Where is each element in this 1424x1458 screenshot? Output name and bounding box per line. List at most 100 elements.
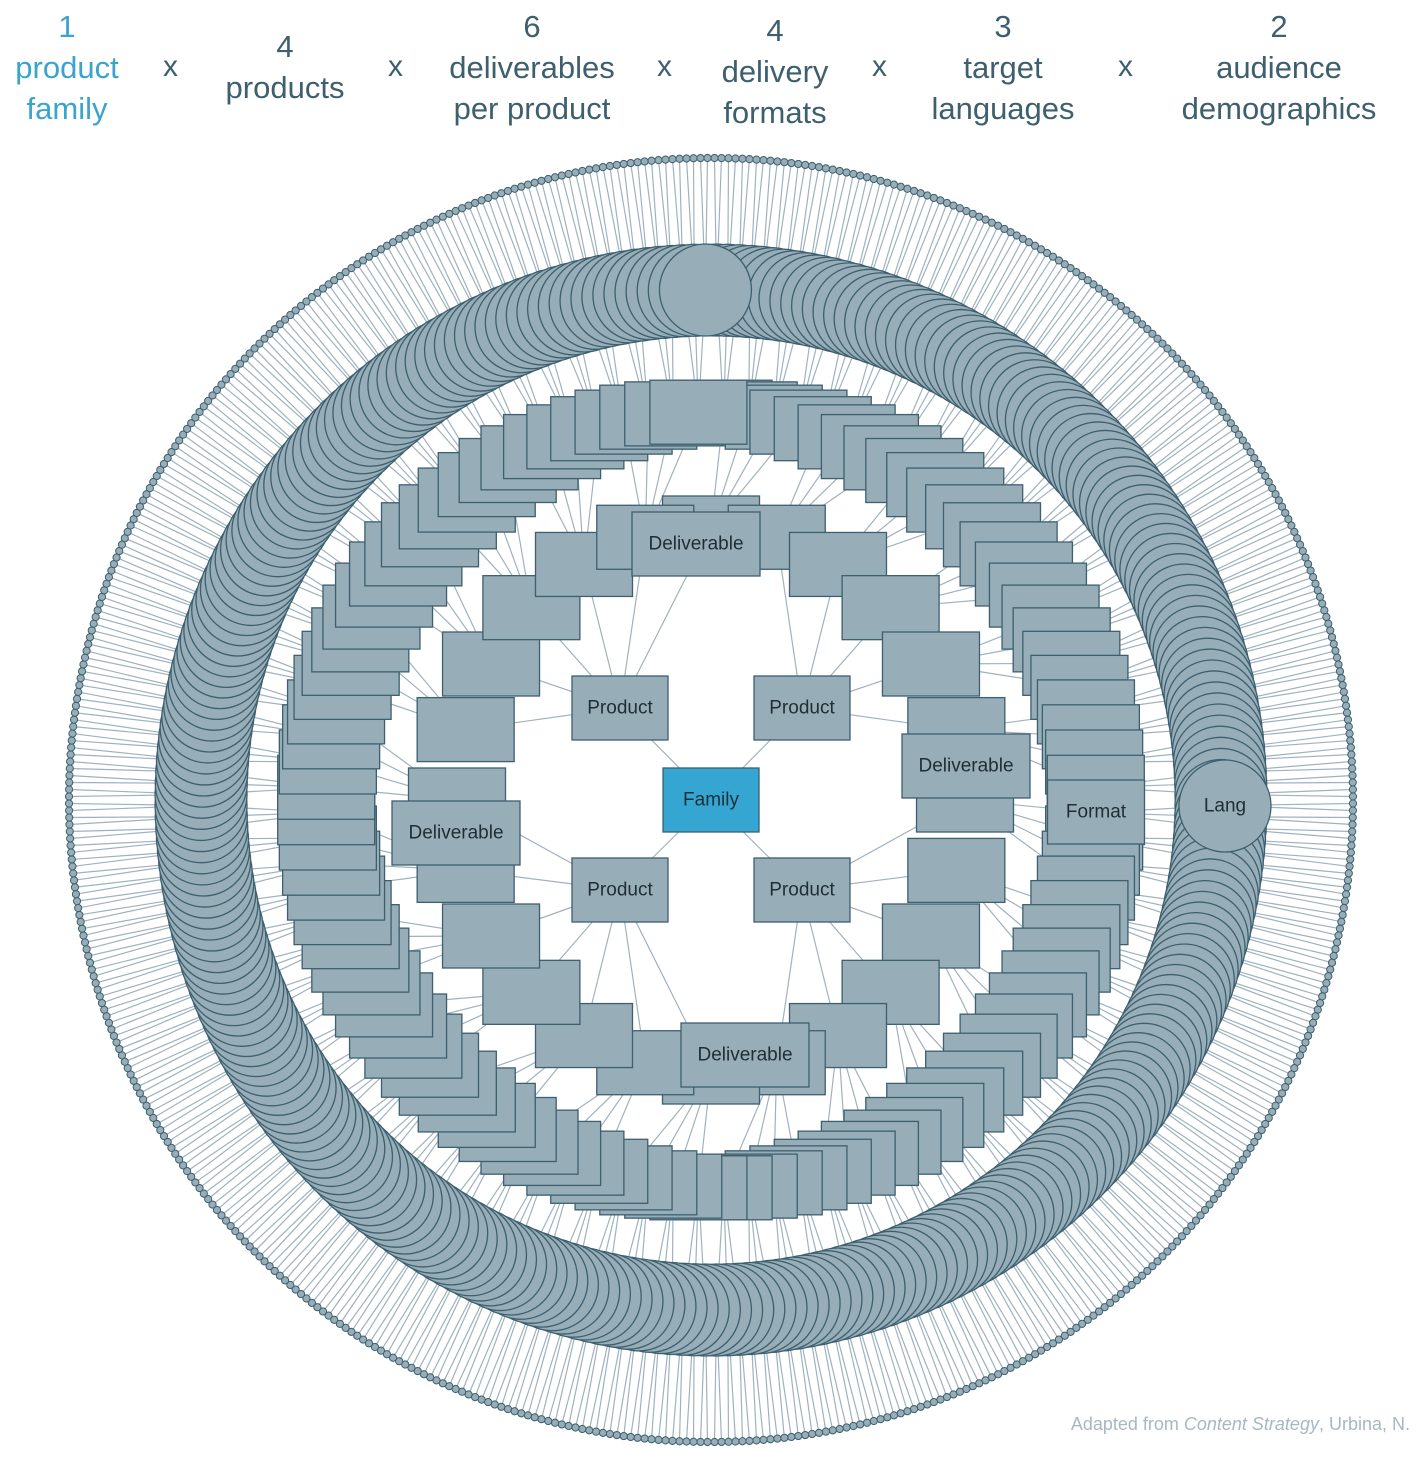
demographic-node	[70, 708, 80, 717]
demographic-node	[1347, 750, 1356, 759]
demographic-node	[199, 1189, 208, 1198]
demographic-node	[842, 168, 851, 177]
family-label: Family	[683, 790, 739, 811]
demographic-node	[1106, 293, 1115, 302]
deliverable-node	[482, 959, 581, 1025]
demographic-node	[179, 430, 188, 439]
demographic-node	[1094, 284, 1104, 293]
demographic-node	[654, 1435, 663, 1444]
demographic-node	[318, 1307, 328, 1316]
product-label: Product	[587, 698, 653, 719]
demographic-node	[341, 268, 350, 277]
factor-label-line: audience	[1216, 50, 1342, 85]
demographic-node	[1030, 1350, 1040, 1359]
demographic-node	[675, 1437, 684, 1446]
demographic-node	[1072, 1323, 1081, 1332]
factor-label-line: products	[225, 70, 345, 105]
demographic-node	[1182, 1227, 1191, 1236]
demographic-node	[1261, 471, 1270, 481]
demographic-node	[780, 1433, 789, 1442]
demographic-node	[250, 1247, 259, 1256]
demographic-node	[682, 1437, 691, 1446]
demographic-node	[1230, 1166, 1239, 1176]
demographic-node	[1012, 231, 1021, 240]
language-node	[658, 243, 753, 337]
demographic-node	[773, 157, 782, 166]
demographic-node	[1343, 876, 1353, 885]
demographic-node	[66, 750, 75, 759]
demographic-node	[1348, 792, 1358, 801]
demographic-node	[1345, 729, 1354, 738]
demographic-node	[787, 1432, 796, 1442]
demographic-node	[240, 1237, 249, 1246]
demographic-node	[896, 1409, 905, 1418]
demographic-node	[80, 653, 90, 662]
demographic-node	[67, 848, 76, 857]
demographic-node	[401, 231, 410, 240]
demographic-node	[1341, 890, 1351, 899]
deliverable-node-labeled	[631, 511, 761, 577]
demographic-node	[68, 729, 77, 738]
factor-label-line: family	[26, 91, 108, 126]
demographic-node	[212, 385, 222, 395]
family-node	[662, 767, 760, 833]
factor-label-line: per product	[453, 91, 611, 126]
demographic-node	[142, 1101, 151, 1110]
deliverable-node-labeled	[391, 800, 521, 866]
demographic-node	[1230, 424, 1239, 434]
source-credit: Adapted from Content Strategy, Urbina, N…	[1071, 1414, 1410, 1435]
demographic-node	[1116, 301, 1126, 311]
demographic-node	[291, 306, 300, 315]
demographic-node	[612, 1430, 621, 1440]
demographic-node	[302, 297, 311, 306]
demographic-node	[591, 1427, 601, 1436]
demographic-node	[1024, 1353, 1034, 1362]
demographic-node	[1327, 633, 1337, 642]
demographic-node	[135, 1089, 145, 1098]
demographic-node	[132, 508, 141, 518]
demographic-node	[66, 757, 75, 766]
demographic-node	[1042, 1342, 1052, 1352]
demographic-node	[407, 1363, 416, 1372]
demographic-node	[883, 178, 892, 187]
demographic-node	[347, 1327, 356, 1336]
demographic-node	[1246, 448, 1255, 457]
demographic-node	[1315, 998, 1325, 1008]
demographic-node	[1277, 1089, 1287, 1098]
demographic-node	[79, 931, 88, 940]
demographic-node	[313, 288, 322, 297]
demographic-node	[1347, 757, 1356, 766]
demographic-node	[359, 256, 368, 265]
demographic-node	[1329, 639, 1338, 649]
demographic-node	[388, 1353, 398, 1362]
demographic-node	[564, 169, 573, 179]
demographic-node	[654, 156, 663, 165]
format-node	[649, 379, 748, 445]
demographic-node	[313, 1303, 322, 1312]
demographic-node	[1238, 1155, 1247, 1164]
demographic-node	[1116, 1289, 1126, 1299]
demographic-node	[77, 924, 87, 933]
demographic-node	[1077, 272, 1087, 281]
demographic-node	[376, 245, 386, 254]
demographic-node	[1329, 951, 1338, 961]
demographic-node	[668, 155, 677, 164]
demographic-node	[724, 1437, 733, 1446]
demographic-node	[1036, 1346, 1046, 1355]
demographic-node	[598, 163, 608, 172]
demographic-node	[1326, 626, 1335, 635]
demographic-node	[84, 639, 93, 649]
demographic-node	[286, 310, 295, 320]
demographic-node	[696, 1437, 705, 1447]
demographic-node	[640, 1434, 649, 1443]
demographic-node	[1281, 1082, 1290, 1092]
demographic-node	[84, 951, 93, 961]
demographic-node	[250, 344, 259, 353]
demographic-node	[226, 369, 235, 379]
demographic-node	[626, 158, 635, 168]
demographic-node	[1253, 459, 1263, 469]
demographic-node	[1246, 1143, 1255, 1152]
demographic-node	[1346, 743, 1355, 752]
demographic-node	[1268, 484, 1277, 493]
demographic-node	[1346, 736, 1355, 745]
